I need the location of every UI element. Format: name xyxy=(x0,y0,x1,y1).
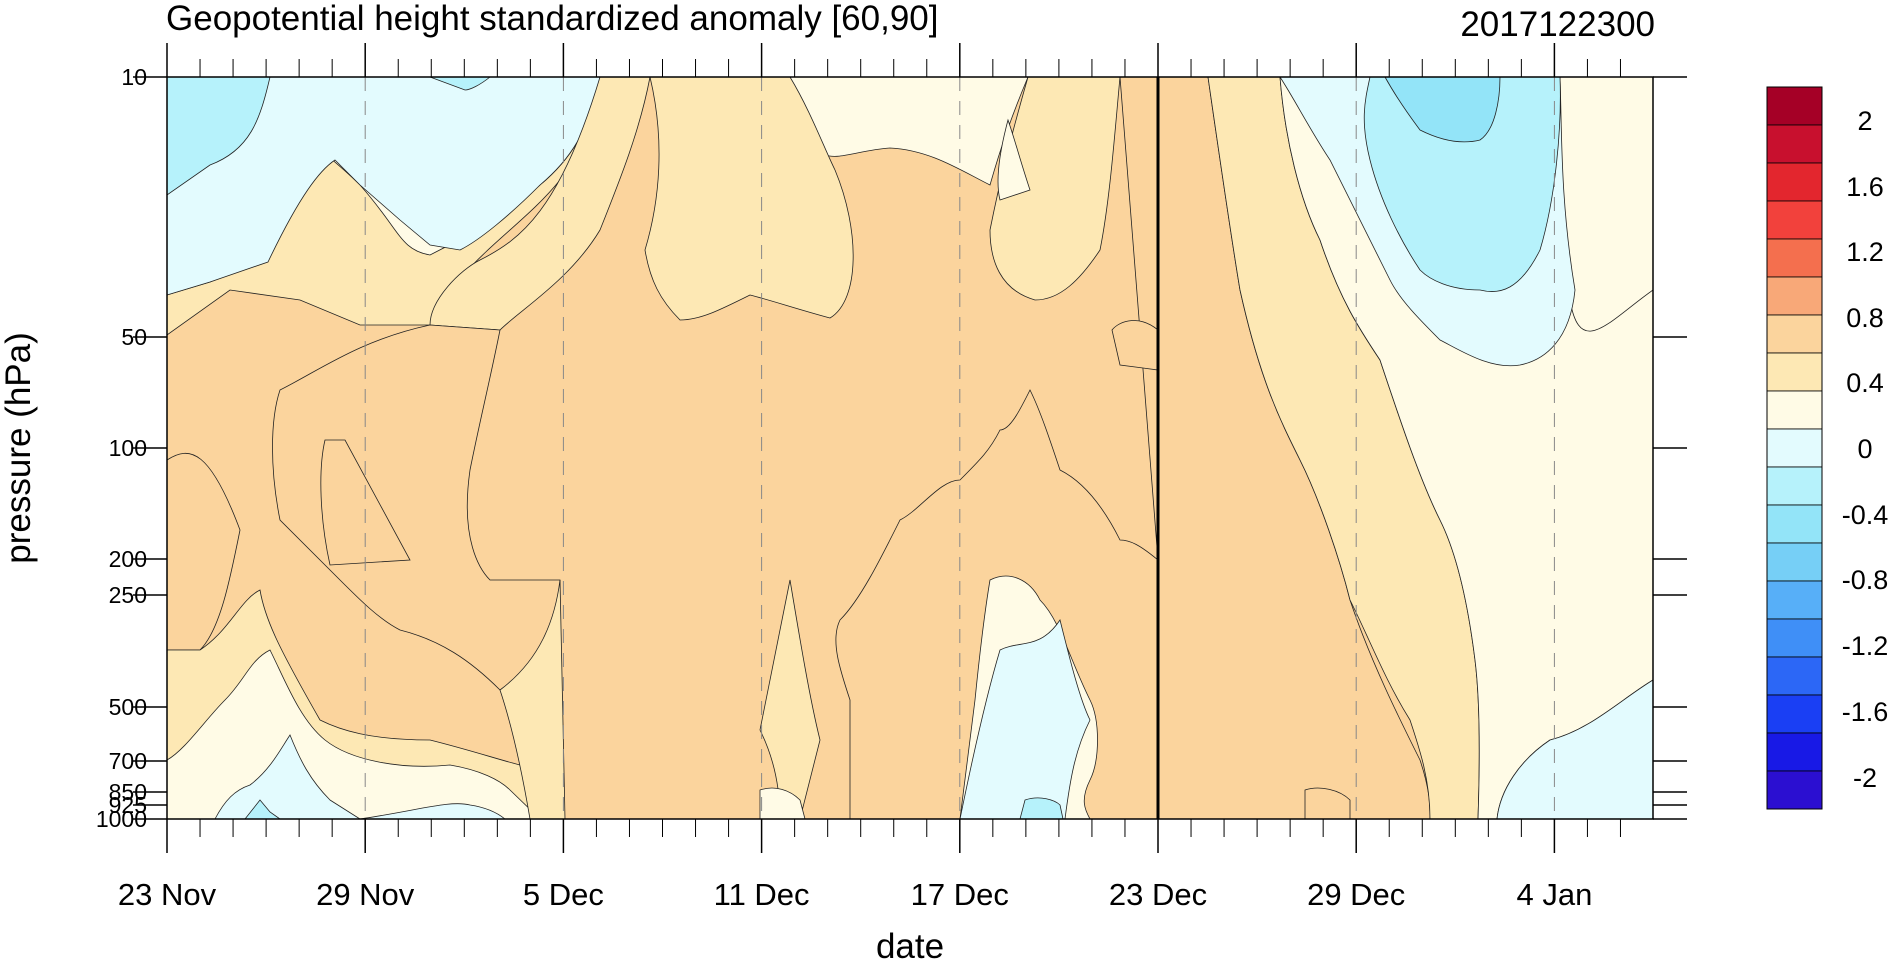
colorbar-swatch xyxy=(1766,86,1823,126)
contour-region xyxy=(1019,797,1064,820)
contour-region xyxy=(272,324,561,691)
datestamp-label: 2017122300 xyxy=(1460,5,1655,44)
colorbar-frame xyxy=(1766,86,1823,810)
contour-region xyxy=(644,76,854,321)
x-tick-label: 11 Dec xyxy=(714,877,810,912)
contour-region xyxy=(359,803,507,820)
colorbar-swatch xyxy=(1766,732,1823,772)
colorbar-swatch xyxy=(1766,770,1823,810)
contour-region xyxy=(835,76,1159,820)
x-tick-label: 23 Dec xyxy=(1109,877,1207,912)
colorbar-label: -1.6 xyxy=(1842,697,1889,727)
chart-title: Geopotential height standardized anomaly… xyxy=(166,0,938,38)
contour-region xyxy=(166,452,241,651)
contour-region xyxy=(759,787,806,820)
contour-region xyxy=(959,619,1091,820)
contour-region xyxy=(997,118,1031,201)
y-tick-label: 925 xyxy=(109,792,147,818)
contour-region xyxy=(1496,679,1654,820)
colorbar-swatch xyxy=(1766,656,1823,696)
colorbar-swatch xyxy=(1766,352,1823,392)
colorbar-label: -2 xyxy=(1853,763,1877,793)
contour-region xyxy=(1363,76,1561,292)
contour-region xyxy=(1384,76,1501,143)
x-tick-label: 5 Dec xyxy=(523,877,604,912)
y-tick-label: 200 xyxy=(109,546,147,572)
y-tick-label: 700 xyxy=(109,748,147,774)
colorbar-label: -0.8 xyxy=(1842,565,1889,595)
colorbar-swatch xyxy=(1766,390,1823,430)
colorbar-label: -0.4 xyxy=(1842,500,1889,530)
colorbar-swatch xyxy=(1766,504,1823,544)
colorbar-label: 1.2 xyxy=(1846,237,1884,267)
colorbar-swatch xyxy=(1766,466,1823,506)
colorbar-swatch xyxy=(1766,314,1823,354)
colorbar-swatch xyxy=(1766,162,1823,202)
x-axis-label: date xyxy=(876,927,944,963)
y-tick-label: 250 xyxy=(109,582,147,608)
y-tick-label: 10 xyxy=(121,64,147,90)
colorbar-swatch xyxy=(1766,542,1823,582)
x-axis-ticks: 23 Nov 29 Nov 5 Dec 11 Dec 17 Dec 23 Dec 29 De… xyxy=(118,43,1592,912)
minor-ticks xyxy=(199,59,1621,837)
colorbar-label: 0 xyxy=(1857,434,1872,464)
colorbar-swatch xyxy=(1766,694,1823,734)
contour-region xyxy=(214,734,362,820)
y-tick-label: 850 xyxy=(109,779,147,805)
x-tick-label: 17 Dec xyxy=(911,877,1009,912)
x-tick-label: 29 Nov xyxy=(316,877,415,912)
y-tick-label: 50 xyxy=(121,324,147,350)
colorbar-swatch xyxy=(1766,276,1823,316)
colorbar: 2 1.6 1.2 0.8 0.4 0 -0.4 -0.8 -1.2 -1.6 -2 xyxy=(1766,86,1889,810)
contour-fills xyxy=(166,76,1654,820)
y-tick-label: 100 xyxy=(109,435,147,461)
y-axis-label: pressure (hPa) xyxy=(0,332,38,563)
colorbar-label: 0.4 xyxy=(1846,368,1884,398)
x-tick-label: 4 Jan xyxy=(1516,877,1592,912)
y-tick-label: 1000 xyxy=(96,806,147,832)
colorbar-swatch xyxy=(1766,618,1823,658)
contour-region xyxy=(320,439,411,566)
y-tick-label: 500 xyxy=(109,694,147,720)
colorbar-swatch xyxy=(1766,580,1823,620)
colorbar-label: 0.8 xyxy=(1846,303,1884,333)
colorbar-label: 2 xyxy=(1857,106,1872,136)
colorbar-swatch xyxy=(1766,238,1823,278)
contour-region xyxy=(759,579,821,820)
grid-lines xyxy=(364,77,1555,819)
colorbar-swatch xyxy=(1766,124,1823,164)
x-tick-label: 23 Nov xyxy=(118,877,217,912)
colorbar-label: -1.2 xyxy=(1842,631,1889,661)
colorbar-swatch xyxy=(1766,200,1823,240)
contour-region xyxy=(1304,787,1351,820)
colorbar-label: 1.6 xyxy=(1846,172,1884,202)
colorbar-swatch xyxy=(1766,428,1823,468)
contour-region xyxy=(166,76,271,196)
x-tick-label: 29 Dec xyxy=(1307,877,1405,912)
